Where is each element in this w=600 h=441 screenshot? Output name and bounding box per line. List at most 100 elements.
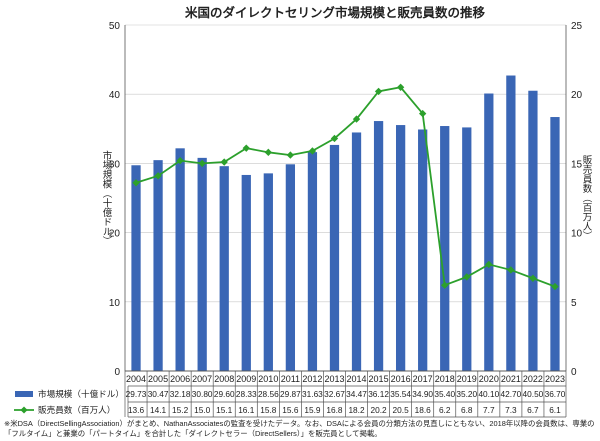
bar-value-label: 28.33 (236, 389, 257, 399)
point-2015 (374, 87, 383, 96)
bar-value-label: 30.47 (148, 389, 169, 399)
bar-value-label: 34.47 (346, 389, 367, 399)
point-2014 (352, 115, 361, 123)
x-tick-label: 2009 (236, 374, 256, 384)
bar-value-label: 29.60 (214, 389, 235, 399)
bar-2005 (153, 160, 163, 371)
line-value-label: 6.8 (461, 405, 473, 415)
chart-title: 米国のダイレクトセリング市場規模と販売員数の推移 (184, 5, 486, 20)
point-2023 (551, 282, 559, 291)
y-left-tick-label: 40 (109, 90, 121, 101)
point-2019 (463, 273, 471, 281)
bar-value-label: 34.90 (412, 389, 433, 399)
point-2022 (529, 274, 537, 282)
bar-2019 (462, 127, 472, 371)
line-value-label: 6.2 (439, 405, 451, 415)
line-value-label: 6.7 (527, 405, 539, 415)
bar-series (131, 75, 560, 372)
x-tick-label: 2006 (170, 374, 190, 384)
line-value-label: 7.3 (505, 405, 517, 415)
line-value-label: 16.1 (238, 405, 255, 415)
line-value-label: 15.9 (304, 405, 321, 415)
legend-label-bars: 市場規模（十億ドル） (38, 388, 124, 399)
bar-2004 (131, 165, 141, 371)
x-tick-label: 2020 (479, 374, 499, 384)
bar-2008 (219, 166, 229, 371)
legend-marker-line (20, 406, 28, 414)
point-2009 (242, 144, 250, 152)
footnote: ※米DSA（DirectSellingAssociation）がまとめ、Nath… (4, 419, 595, 438)
bar-value-label: 29.73 (126, 389, 147, 399)
line-value-label: 15.0 (194, 405, 211, 415)
bar-value-label: 42.70 (500, 389, 521, 399)
bar-value-label: 35.40 (434, 389, 455, 399)
bar-value-label: 30.80 (192, 389, 213, 399)
point-2020 (485, 260, 493, 269)
bar-2016 (395, 125, 406, 371)
data-table: 2004 2005 2006 2007 2008 2009 2010 2011 2012 2013… (14, 370, 567, 418)
point-2010 (264, 148, 273, 157)
bar-value-label: 36.12 (368, 389, 389, 399)
line-value-label: 20.2 (370, 405, 387, 415)
bar-2014 (351, 132, 362, 371)
line-value-label: 18.2 (348, 405, 365, 415)
bar-2010 (263, 173, 273, 371)
point-2011 (286, 151, 295, 159)
bar-2011 (285, 164, 296, 371)
bar-2017 (418, 129, 428, 371)
y-right-tick-label: 15 (571, 159, 583, 170)
line-value-label: 14.1 (150, 405, 167, 415)
x-tick-label: 2021 (501, 374, 521, 384)
x-tick-label: 2012 (302, 374, 322, 384)
line-value-label: 7.7 (483, 405, 495, 415)
bar-2012 (307, 152, 318, 371)
x-tick-label: 2004 (126, 374, 146, 384)
x-tick-label: 2019 (457, 374, 477, 384)
bar-2006 (175, 148, 185, 371)
line-value-label: 20.5 (393, 405, 410, 415)
legend-label-line: 販売員数（百万人） (38, 404, 115, 415)
bar-value-label: 40.10 (478, 389, 499, 399)
x-tick-label: 2007 (192, 374, 212, 384)
line-value-label: 15.8 (260, 405, 277, 415)
x-tick-label: 2022 (523, 374, 543, 384)
grid-lines (125, 24, 566, 372)
y-right-tick-label: 20 (571, 90, 583, 101)
y-left-tick-label: 50 (109, 21, 121, 32)
legend-swatch-bars (15, 391, 33, 397)
bar-value-label: 36.70 (545, 389, 566, 399)
bar-value-label: 28.56 (258, 389, 279, 399)
sales-reps-line (135, 86, 556, 288)
bar-2009 (241, 174, 251, 371)
bar-value-label: 35.20 (456, 389, 477, 399)
bar-value-label: 35.54 (390, 389, 411, 399)
line-value-label: 16.8 (326, 405, 343, 415)
y-right-tick-label: 0 (571, 367, 577, 378)
y-left-axis-label: 市場規模（十億ドル） (101, 150, 113, 246)
point-2006 (176, 156, 184, 165)
axes: 0 10 20 30 40 50 0 5 10 15 20 25 市場規模（十億ドル） 販売員数（百万人） (101, 21, 593, 378)
bar-2022 (528, 90, 538, 372)
y-right-tick-label: 5 (571, 298, 577, 309)
x-tick-label: 2014 (347, 374, 367, 384)
point-2016 (396, 83, 405, 91)
line-value-label: 15.6 (282, 405, 299, 415)
bar-2013 (329, 144, 340, 371)
bar-2020 (484, 93, 494, 372)
x-tick-label: 2016 (391, 374, 411, 384)
line-value-label: 18.6 (415, 405, 432, 415)
bar-value-label: 32.18 (170, 389, 191, 399)
bar-value-label: 40.50 (523, 389, 544, 399)
x-tick-label: 2005 (148, 374, 168, 384)
bar-value-label: 31.63 (302, 389, 323, 399)
y-right-tick-label: 25 (571, 21, 583, 32)
point-2018 (441, 281, 449, 289)
y-left-tick-label: 30 (109, 159, 121, 170)
line-series (132, 83, 559, 291)
point-2008 (220, 158, 228, 166)
x-tick-label: 2023 (545, 374, 565, 384)
line-value-label: 13.6 (128, 405, 145, 415)
line-value-label: 15.1 (216, 405, 233, 415)
bar-2021 (506, 75, 516, 372)
